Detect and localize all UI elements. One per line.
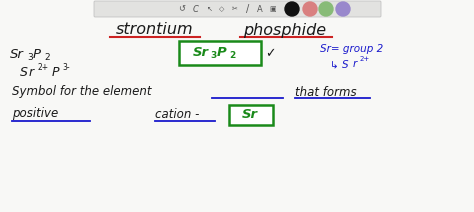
Text: 2+: 2+ (38, 63, 49, 71)
Text: 2: 2 (44, 53, 50, 61)
Text: cation -: cation - (155, 107, 200, 120)
FancyBboxPatch shape (179, 41, 261, 65)
Text: 2+: 2+ (360, 56, 370, 62)
Text: ↳ S: ↳ S (330, 59, 348, 69)
Text: ✂: ✂ (232, 6, 238, 12)
Text: that forms: that forms (295, 85, 356, 99)
Text: Symbol for the element: Symbol for the element (12, 85, 152, 99)
Text: P: P (217, 46, 227, 60)
Text: 3: 3 (210, 52, 216, 60)
Text: C: C (193, 4, 199, 14)
Text: ✓: ✓ (265, 47, 275, 60)
Text: Sr: Sr (10, 47, 24, 60)
Text: ↺: ↺ (179, 4, 185, 14)
Text: A: A (257, 4, 263, 14)
Circle shape (319, 2, 333, 16)
Text: S: S (20, 66, 28, 78)
Text: r: r (353, 59, 357, 69)
Text: ↖: ↖ (207, 6, 213, 12)
FancyBboxPatch shape (229, 105, 273, 125)
Text: ◇: ◇ (219, 6, 225, 12)
Text: 2: 2 (229, 52, 235, 60)
Text: P: P (52, 66, 60, 78)
Circle shape (303, 2, 317, 16)
Text: P: P (33, 47, 41, 60)
Text: /: / (246, 4, 250, 14)
Text: Sr: Sr (193, 46, 209, 60)
Text: 3: 3 (27, 53, 33, 61)
Circle shape (336, 2, 350, 16)
Text: positive: positive (12, 107, 58, 120)
Text: Sr= group 2: Sr= group 2 (320, 44, 383, 54)
Text: ▣: ▣ (270, 6, 276, 12)
Text: phosphide: phosphide (244, 22, 327, 38)
Text: strontium: strontium (116, 22, 194, 38)
Text: r: r (29, 66, 34, 78)
FancyBboxPatch shape (94, 1, 381, 17)
Text: 3-: 3- (62, 63, 70, 71)
Circle shape (285, 2, 299, 16)
Text: Sr: Sr (242, 109, 258, 121)
